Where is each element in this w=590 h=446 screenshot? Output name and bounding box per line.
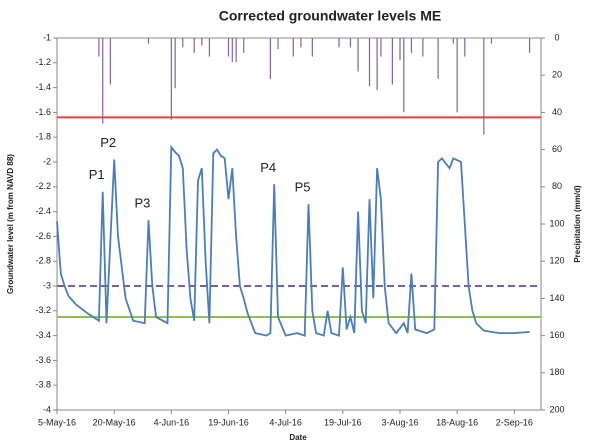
precip-bar [403,38,405,113]
precip-bar [368,38,371,87]
y2-tick-label: 140 [549,293,564,303]
precip-bar [300,38,302,48]
precip-bar [102,38,104,124]
y-tick-label: -1.6 [35,107,51,117]
y2-tick-label: 100 [549,218,564,228]
x-tick-label: 4-Jun-16 [154,417,190,427]
plot-frame [56,37,542,411]
y-tick-label: -2.2 [35,181,51,191]
y-tick-label: -3.4 [35,330,51,340]
precip-bar [98,38,100,57]
x-tick-label: 19-Jul-16 [324,417,362,427]
x-tick-label: 2-Sep-16 [496,417,533,427]
y-tick-label: -1.2 [35,57,51,67]
precip-bar [422,38,424,57]
annotation: P1 [89,167,105,182]
y2-tick-label: 40 [552,107,562,117]
y-tick-label: -2.8 [35,256,51,266]
annotation: P4 [260,160,276,175]
x-tick-label: 19-Jun-16 [208,417,249,427]
precip-bar [490,38,493,44]
groundwater-line [56,144,530,337]
annotation: P3 [135,196,151,211]
precip-bar [349,38,352,48]
precip-bar [456,38,458,113]
annotation: P5 [295,180,311,195]
y-tick-label: -1.8 [35,132,51,142]
x-axis-label: Date [289,433,307,442]
y-tick-label: -3.2 [35,305,51,315]
precip-bar [269,38,272,79]
y2-axis-label: Precipitation (mm/d) [573,185,582,263]
x-tick-label: 4-Jul-16 [269,417,302,427]
y-tick-label: -1.4 [35,82,51,92]
precip-bar [410,38,413,53]
y-tick-label: -1 [43,32,51,42]
y-tick-label: -3 [43,280,51,290]
precip-bar [182,38,184,48]
y2-tick-label: 120 [549,256,564,266]
precip-bar [201,38,203,46]
y-tick-label: -3.6 [35,355,51,365]
precip-bar [380,38,382,57]
precip-bar [243,38,245,53]
y-tick-label: -2 [43,156,51,166]
precip-bar [193,38,195,53]
precip-bar [292,38,294,57]
y2-tick-label: 180 [549,367,564,377]
precip-bar [109,38,111,85]
y-tick-label: -2.6 [35,231,51,241]
precip-bar [437,38,439,79]
x-tick-label: 5-May-16 [38,417,76,427]
annotation: P2 [100,135,116,150]
precip-bar [399,38,401,61]
y2-tick-label: 80 [552,181,562,191]
y-tick-label: -2.4 [35,206,51,216]
y2-tick-label: 0 [554,32,559,42]
precip-bar [208,38,211,57]
x-tick-label: 3-Aug-16 [381,417,418,427]
precip-bar [338,38,340,48]
precip-bar [376,38,378,91]
y2-tick-label: 60 [552,144,562,154]
y2-tick-label: 160 [549,330,564,340]
precip-bar [391,38,393,85]
precip-bar [227,38,230,57]
precip-bar [174,38,176,89]
precip-bar [277,38,279,50]
precip-bar [231,38,233,63]
precip-bar [464,38,466,57]
x-tick-label: 18-Aug-16 [436,417,478,427]
precip-bar [147,38,150,44]
precip-bar [483,38,485,135]
y-tick-label: -4 [43,404,51,414]
y-axis-label: Groundwater level (m from NAVD 88) [6,154,15,294]
chart-title: Corrected groundwater levels ME [219,8,442,24]
precip-bar [528,38,531,53]
x-tick-label: 20-May-16 [93,417,136,427]
y2-tick-label: 20 [552,70,562,80]
precip-bar [311,38,313,57]
precip-bar [170,38,172,120]
precip-bar [357,38,359,72]
precip-bar [452,38,454,44]
y2-tick-label: 200 [549,404,564,414]
precip-bar [235,38,237,63]
y-tick-label: -3.8 [35,380,51,390]
